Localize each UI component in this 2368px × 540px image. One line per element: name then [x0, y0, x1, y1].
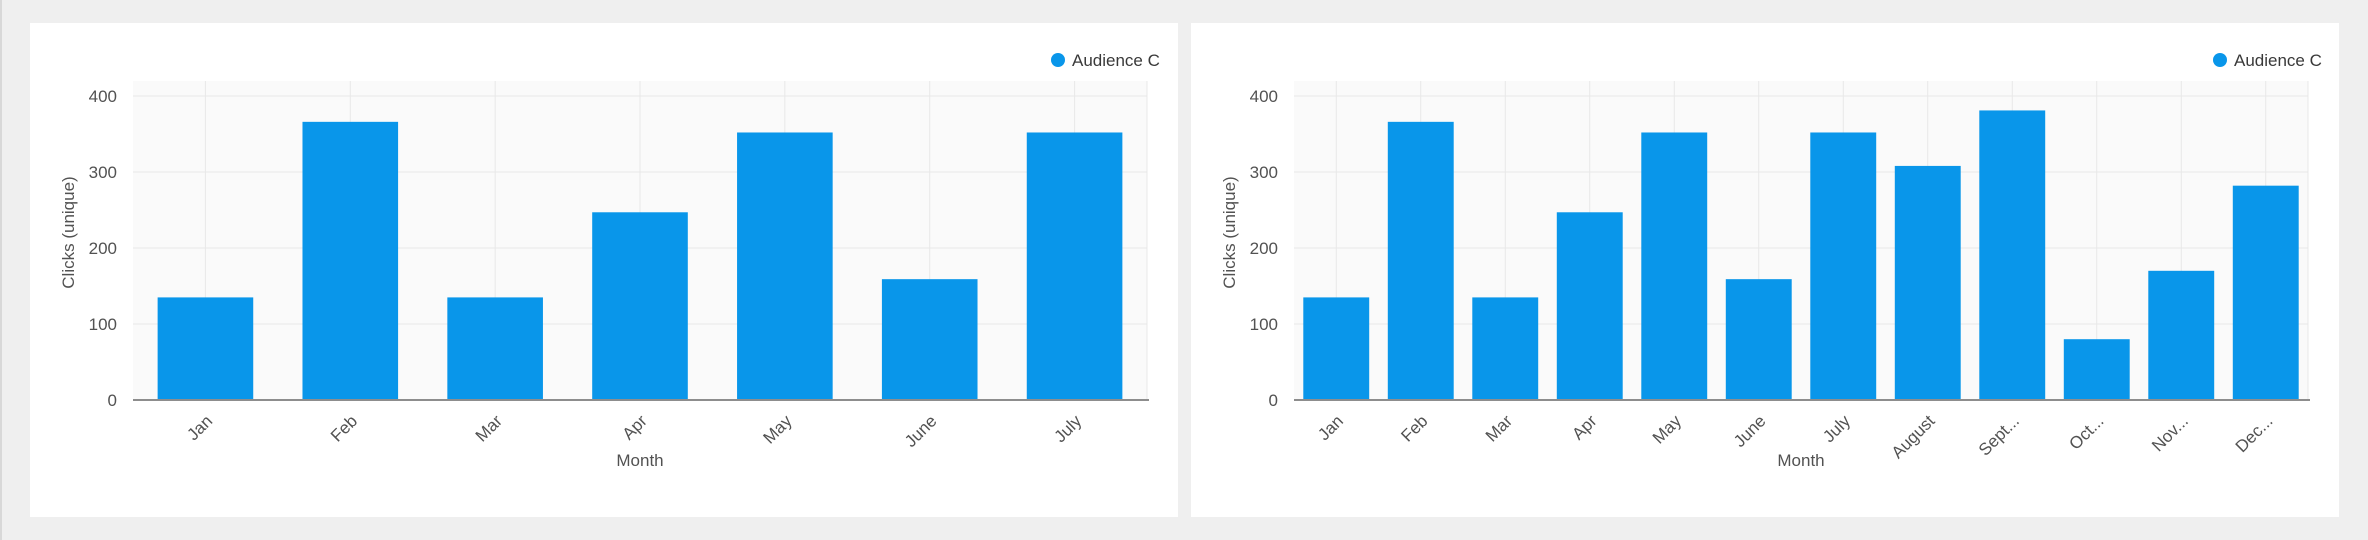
- x-tick-label: Sept...: [1975, 411, 2023, 459]
- bar-dec[interactable]: [2232, 185, 2299, 400]
- bar-july[interactable]: [1810, 132, 1877, 400]
- legend-label: Audience C: [2234, 51, 2322, 70]
- legend-swatch: [1051, 53, 1065, 67]
- bar-oct[interactable]: [2063, 339, 2130, 400]
- bar-july[interactable]: [1026, 132, 1123, 400]
- bar-june[interactable]: [1725, 279, 1792, 400]
- y-tick-label: 400: [1250, 87, 1278, 106]
- x-tick-label: Oct...: [2065, 411, 2107, 453]
- x-tick-label: June: [1730, 411, 1770, 451]
- x-tick-label: June: [901, 411, 941, 451]
- y-tick-label: 100: [1250, 315, 1278, 334]
- x-tick-label: August: [1888, 411, 1939, 462]
- y-tick-label: 400: [89, 87, 117, 106]
- y-tick-label: 200: [89, 239, 117, 258]
- chart-panel-left: 0 100 200 300 400 Jan Feb Mar Apr May June July Mont…: [30, 23, 1178, 517]
- y-tick-label: 300: [1250, 163, 1278, 182]
- x-tick-label: July: [1051, 411, 1086, 446]
- bar-june[interactable]: [881, 279, 978, 400]
- x-axis-title: Month: [616, 451, 663, 470]
- x-tick-label: Jan: [1314, 411, 1347, 444]
- x-tick-label: May: [760, 411, 796, 447]
- x-tick-label: Dec...: [2232, 411, 2277, 456]
- x-tick-label: Apr: [619, 411, 651, 443]
- x-tick-label: May: [1649, 411, 1685, 447]
- x-tick-label: Jan: [183, 411, 216, 444]
- bar-apr[interactable]: [592, 212, 688, 400]
- x-tick-label: July: [1819, 411, 1854, 446]
- legend-swatch: [2213, 53, 2227, 67]
- bar-mar[interactable]: [1472, 297, 1539, 400]
- bar-feb[interactable]: [302, 121, 399, 400]
- bar-chart-full-year: 0 100 200 300 400 Jan Feb Mar Apr May June July Augu…: [1220, 51, 2322, 470]
- x-tick-label: Mar: [472, 411, 506, 445]
- x-axis-title: Month: [1777, 451, 1824, 470]
- x-tick-label: Feb: [1397, 411, 1431, 445]
- plot-area: [1294, 81, 2308, 400]
- y-tick-label: 300: [89, 163, 117, 182]
- y-axis-title: Clicks (unique): [59, 176, 78, 288]
- bar-apr[interactable]: [1556, 212, 1623, 400]
- page-left-border: [0, 0, 2, 540]
- bar-sept[interactable]: [1979, 110, 2046, 400]
- y-axis-title: Clicks (unique): [1220, 176, 1239, 288]
- x-tick-label: Nov...: [2148, 411, 2192, 455]
- y-tick-label: 0: [108, 391, 117, 410]
- bar-jan[interactable]: [1303, 297, 1370, 400]
- bar-chart-jan-july: 0 100 200 300 400 Jan Feb Mar Apr May June July Mont…: [59, 51, 1160, 470]
- bar-feb[interactable]: [1387, 121, 1454, 400]
- chart-panel-right: 0 100 200 300 400 Jan Feb Mar Apr May June July Augu…: [1191, 23, 2339, 517]
- bar-mar[interactable]: [447, 297, 543, 400]
- bar-nov[interactable]: [2148, 270, 2215, 400]
- bar-may[interactable]: [1641, 132, 1708, 400]
- y-tick-label: 100: [89, 315, 117, 334]
- x-tick-label: Apr: [1568, 411, 1600, 443]
- legend-label: Audience C: [1072, 51, 1160, 70]
- bar-jan[interactable]: [157, 297, 254, 400]
- bar-may[interactable]: [737, 132, 833, 400]
- y-tick-label: 0: [1269, 391, 1278, 410]
- x-tick-label: Feb: [327, 411, 361, 445]
- y-tick-label: 200: [1250, 239, 1278, 258]
- x-tick-label: Mar: [1482, 411, 1516, 445]
- bar-august[interactable]: [1894, 165, 1961, 400]
